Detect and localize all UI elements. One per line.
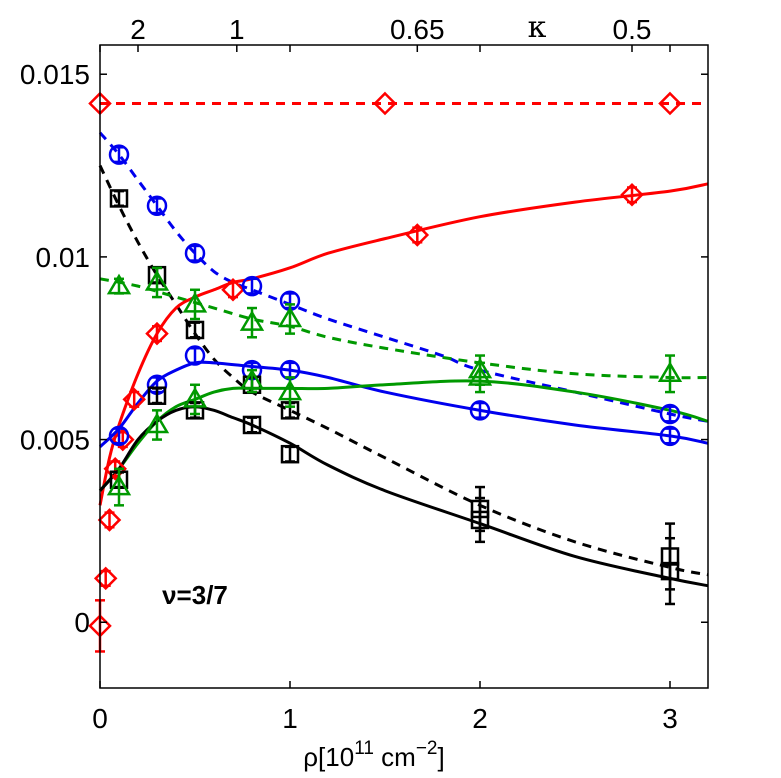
data-point-circle (184, 345, 206, 366)
data-point-diamond (122, 387, 146, 412)
x-axis-title-superscript: 11 (354, 738, 374, 759)
data-point-square (185, 320, 205, 340)
data-point-diamond (93, 566, 118, 591)
data-point-circle (659, 403, 681, 425)
data-point-triangle (467, 364, 493, 386)
y-tick-label: 0.015 (20, 59, 90, 90)
data-point-diamond (620, 183, 644, 207)
data-point-square (242, 415, 262, 435)
data-point-diamond (405, 223, 430, 247)
data-point-circle (108, 144, 130, 165)
top-tick-label: 0.65 (390, 14, 445, 45)
data-point-triangle (144, 270, 170, 291)
series-line-blue-solid (98, 360, 709, 448)
data-point-square (147, 386, 167, 405)
data-point-triangle (106, 273, 132, 295)
data-point-diamond (221, 278, 245, 302)
top-axis-label: κ (528, 10, 547, 45)
data-point-circle (108, 425, 130, 447)
data-point-triangle (239, 310, 265, 331)
data-point-square (470, 510, 490, 530)
data-point-square (280, 444, 300, 464)
series-line-black-dashed (98, 164, 709, 577)
data-point-diamond (103, 457, 127, 481)
data-point-square (660, 561, 680, 581)
data-point-triangle (657, 361, 683, 383)
x-tick-label: 3 (662, 703, 678, 734)
data-point-diamond (373, 91, 397, 116)
series-line-blue-dashed (98, 131, 709, 423)
y-tick-label: 0.005 (20, 425, 90, 456)
x-axis-title-part: ρ[10 (303, 742, 354, 772)
x-axis-title-part: cm (374, 742, 416, 772)
data-point-square (109, 189, 129, 208)
x-axis-title-part: ] (438, 742, 445, 772)
data-point-diamond (111, 427, 135, 452)
x-tick-label: 1 (282, 703, 298, 734)
top-tick-label: 2 (130, 14, 146, 45)
data-point-circle (184, 242, 206, 264)
data-point-triangle (182, 291, 208, 313)
x-axis-title-superscript: −2 (416, 738, 438, 759)
series-line-black-solid (98, 405, 709, 588)
data-point-triangle (144, 412, 170, 434)
data-point-triangle (277, 379, 303, 401)
y-tick-label: 0.01 (36, 242, 91, 273)
data-point-diamond (658, 91, 682, 116)
data-point-triangle (106, 474, 132, 496)
data-point-circle (659, 425, 681, 447)
series-line-green-dashed (99, 277, 709, 380)
annotation-filling-factor: ν=3/7 (162, 580, 228, 610)
data-point-circle (241, 275, 263, 297)
data-point-triangle (277, 306, 303, 328)
top-tick-label: 0.5 (613, 14, 652, 45)
x-tick-label: 0 (92, 703, 108, 734)
y-tick-label: 0 (74, 607, 90, 638)
top-tick-label: 1 (229, 14, 245, 45)
x-axis-title: ρ[1011 cm−2] (303, 738, 444, 772)
plot-frame (99, 44, 709, 689)
data-point-triangle (239, 368, 265, 390)
data-point-circle (469, 400, 491, 421)
data-point-circle (146, 195, 168, 216)
data-point-triangle (182, 386, 208, 408)
x-tick-label: 2 (472, 703, 488, 734)
data-point-diamond (145, 321, 169, 346)
data-point-diamond (97, 508, 122, 532)
